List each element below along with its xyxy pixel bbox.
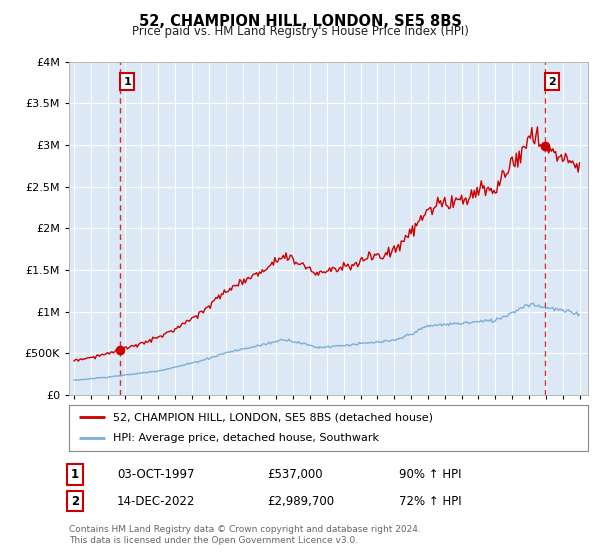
- Text: 52, CHAMPION HILL, LONDON, SE5 8BS (detached house): 52, CHAMPION HILL, LONDON, SE5 8BS (deta…: [113, 412, 433, 422]
- Text: 1: 1: [123, 77, 131, 87]
- Text: Price paid vs. HM Land Registry's House Price Index (HPI): Price paid vs. HM Land Registry's House …: [131, 25, 469, 38]
- Text: 03-OCT-1997: 03-OCT-1997: [117, 468, 194, 481]
- Text: Contains HM Land Registry data © Crown copyright and database right 2024.
This d: Contains HM Land Registry data © Crown c…: [69, 525, 421, 545]
- Text: 2: 2: [548, 77, 556, 87]
- Text: £2,989,700: £2,989,700: [267, 494, 334, 508]
- Text: 14-DEC-2022: 14-DEC-2022: [117, 494, 196, 508]
- Text: 72% ↑ HPI: 72% ↑ HPI: [399, 494, 461, 508]
- Text: 2: 2: [71, 494, 79, 508]
- Text: 90% ↑ HPI: 90% ↑ HPI: [399, 468, 461, 481]
- Text: 1: 1: [71, 468, 79, 481]
- Text: HPI: Average price, detached house, Southwark: HPI: Average price, detached house, Sout…: [113, 433, 379, 444]
- Text: 52, CHAMPION HILL, LONDON, SE5 8BS: 52, CHAMPION HILL, LONDON, SE5 8BS: [139, 14, 461, 29]
- Text: £537,000: £537,000: [267, 468, 323, 481]
